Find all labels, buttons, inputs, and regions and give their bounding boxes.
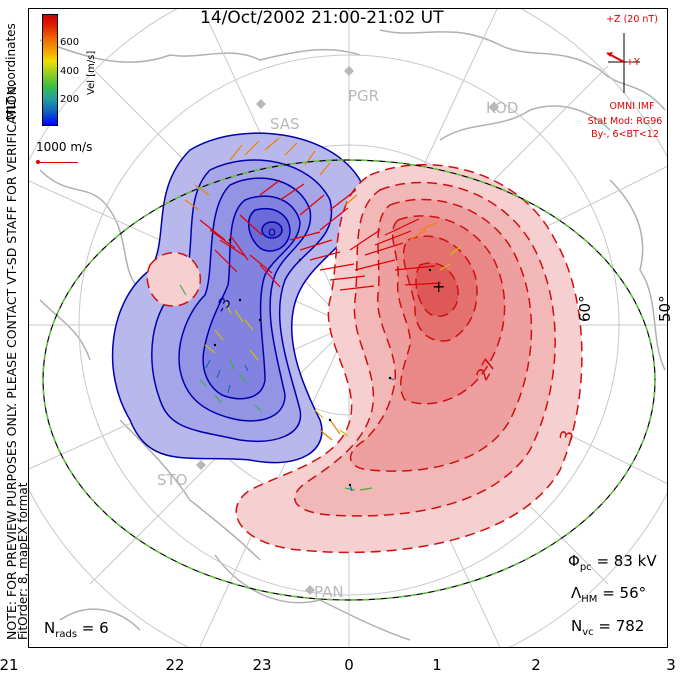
lambda-hm-value: 56°: [619, 584, 647, 602]
hm-boundary-latitude: ΛHM = 56°: [571, 584, 647, 605]
cross-polar-potential: Φpc = 83 kV: [568, 552, 657, 573]
stat-model: Stat Mod: RG96: [587, 116, 663, 127]
plot-frame: [28, 8, 668, 648]
imf-by-label: +Y: [626, 57, 640, 68]
n-vc-value: 782: [615, 617, 645, 635]
colorbar-tick-400: 400: [60, 66, 80, 77]
radar-count: Nrads = 6: [44, 619, 109, 640]
velocity-scale-bar: [38, 162, 78, 163]
map-title: 14/Oct/2002 21:00-21:02 UT: [200, 8, 444, 28]
imf-bz-label: +Z (20 nT): [606, 14, 658, 25]
mlt-tick-2: 2: [531, 656, 541, 674]
station-sto: STO: [157, 471, 188, 489]
station-sas: SAS: [270, 115, 300, 133]
imf-clock-dial: [606, 33, 640, 93]
mlt-tick-22: 22: [165, 656, 185, 674]
colorbar-tick-200: 200: [60, 94, 80, 105]
mlt-tick-21: 21: [0, 656, 19, 674]
station-pgr: PGR: [348, 87, 380, 105]
vector-count: Nvc = 782: [571, 617, 645, 638]
station-kod: KOD: [486, 99, 519, 117]
velocity-vectors: [179, 137, 461, 492]
n-rads-value: 6: [99, 619, 109, 637]
imf-source: OMNI IMF: [609, 101, 655, 112]
coastline-outlines: [39, 29, 666, 641]
fit-order-note: FitOrder: 8, mapEX format: [16, 482, 30, 640]
colorbar-label: Vel [m/s]: [86, 50, 97, 95]
mlt-tick-0: 0: [344, 656, 354, 674]
latitude-label-50: 50°: [656, 295, 674, 322]
radar-station-markers: [196, 66, 499, 595]
positive-potential-cells: [146, 164, 583, 554]
mlt-tick-3: 3: [666, 656, 676, 674]
latitude-label-60: 60°: [576, 295, 594, 322]
imf-condition: By-, 6<BT<12: [591, 129, 659, 140]
negative-potential-cells: [111, 132, 365, 464]
phi-pc-value: 83 kV: [613, 552, 657, 570]
mlt-tick-1: 1: [432, 656, 442, 674]
potential-maximum-marker: +: [432, 277, 445, 296]
mlt-tick-23: 23: [252, 656, 272, 674]
velocity-scale-dot: [36, 160, 40, 164]
velocity-scale-label: 1000 m/s: [36, 140, 93, 154]
station-pan: PAN: [314, 583, 344, 601]
potential-minimum-marker: o: [268, 225, 276, 240]
velocity-colorbar: [42, 14, 58, 126]
colorbar-tick-600: 600: [60, 37, 80, 48]
